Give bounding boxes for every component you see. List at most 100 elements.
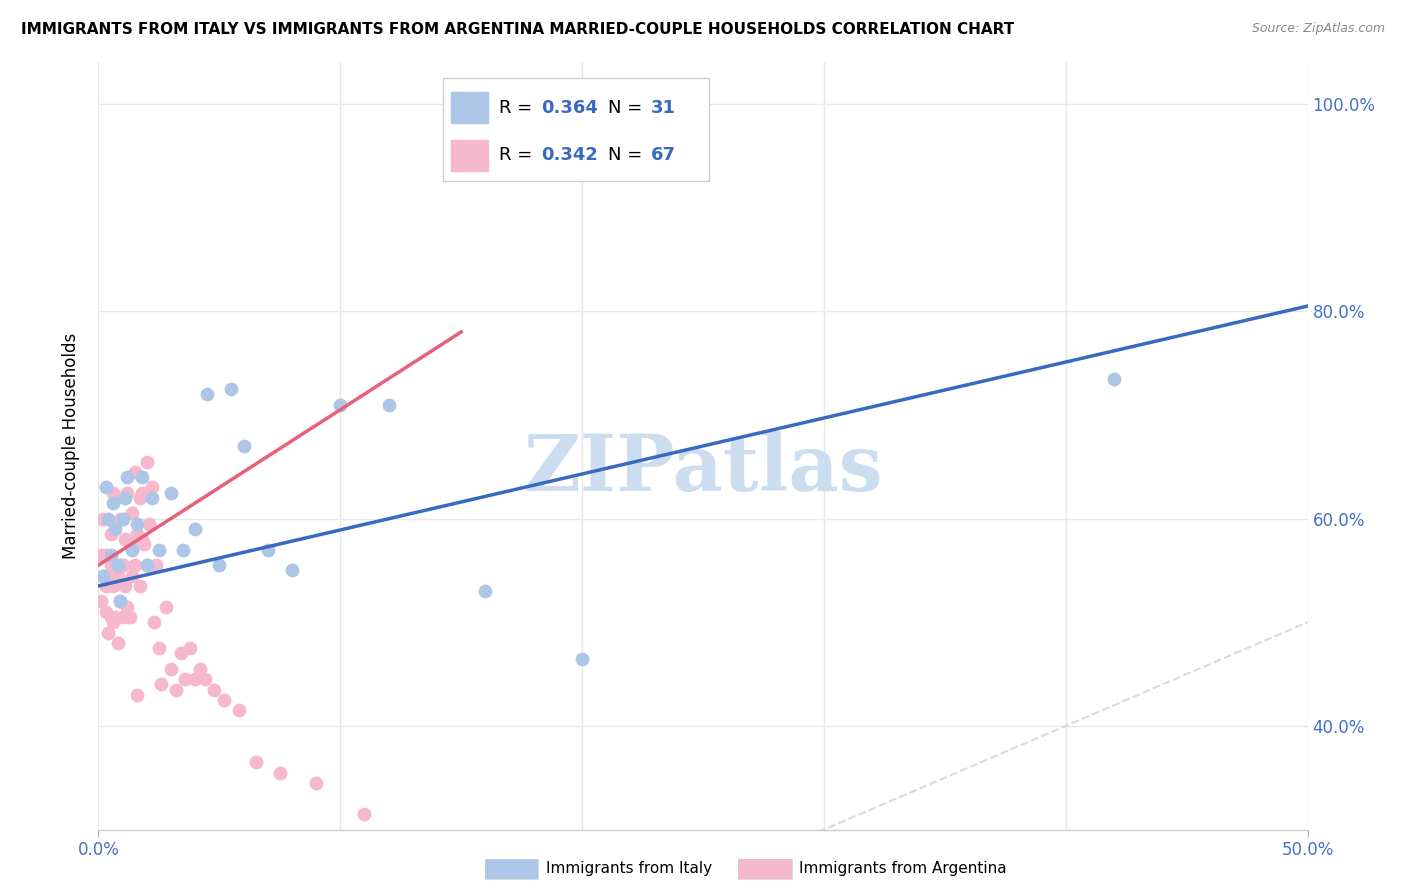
Point xyxy=(208,558,231,573)
Point xyxy=(117,599,139,614)
Point xyxy=(212,693,235,707)
Point xyxy=(179,641,201,656)
Point xyxy=(107,636,129,650)
Point xyxy=(101,615,124,630)
Point xyxy=(143,615,166,630)
Point xyxy=(91,511,114,525)
Point xyxy=(188,662,211,676)
Point xyxy=(90,548,112,562)
Text: IMMIGRANTS FROM ITALY VS IMMIGRANTS FROM ARGENTINA MARRIED-COUPLE HOUSEHOLDS COR: IMMIGRANTS FROM ITALY VS IMMIGRANTS FROM… xyxy=(21,22,1014,37)
Point xyxy=(184,522,207,536)
Point xyxy=(104,491,127,505)
Point xyxy=(100,527,122,541)
Point xyxy=(134,537,156,551)
Point xyxy=(160,662,183,676)
Text: Source: ZipAtlas.com: Source: ZipAtlas.com xyxy=(1251,22,1385,36)
Point xyxy=(124,465,146,479)
Point xyxy=(121,507,143,521)
Point xyxy=(117,470,139,484)
Point xyxy=(94,605,117,619)
Point xyxy=(131,470,153,484)
Point xyxy=(101,579,124,593)
Point xyxy=(228,703,250,717)
Point xyxy=(94,548,117,562)
Point xyxy=(141,491,163,505)
Point xyxy=(195,387,218,401)
Point xyxy=(108,511,131,525)
Point xyxy=(108,594,131,608)
Point xyxy=(107,558,129,573)
Point xyxy=(148,542,170,557)
Point xyxy=(97,625,120,640)
Point xyxy=(111,511,134,525)
Point xyxy=(184,672,207,686)
Point xyxy=(97,568,120,582)
Point xyxy=(108,594,131,608)
Point xyxy=(174,672,197,686)
Point xyxy=(111,558,134,573)
Point xyxy=(114,533,136,547)
Point xyxy=(101,485,124,500)
Point xyxy=(94,579,117,593)
Point xyxy=(127,688,149,702)
Point xyxy=(117,485,139,500)
Point xyxy=(91,568,114,582)
Point xyxy=(101,496,124,510)
Point xyxy=(221,382,243,396)
Point xyxy=(131,485,153,500)
Point xyxy=(135,454,157,468)
Point xyxy=(107,568,129,582)
Point xyxy=(245,755,267,769)
Point xyxy=(121,542,143,557)
Point xyxy=(104,568,127,582)
Point xyxy=(90,594,112,608)
Point xyxy=(281,563,304,577)
Point xyxy=(377,398,399,412)
Point xyxy=(124,558,146,573)
Point xyxy=(128,579,150,593)
Point xyxy=(150,677,173,691)
Point xyxy=(353,807,375,822)
Point xyxy=(1102,371,1125,385)
Point xyxy=(128,491,150,505)
Point xyxy=(104,522,127,536)
Text: Immigrants from Italy: Immigrants from Italy xyxy=(546,862,711,876)
Point xyxy=(114,491,136,505)
Point xyxy=(256,542,278,557)
Point xyxy=(127,516,149,531)
Point xyxy=(131,533,153,547)
Point xyxy=(94,480,117,494)
Point xyxy=(169,646,191,660)
Point xyxy=(305,776,328,790)
Point xyxy=(118,610,141,624)
Point xyxy=(474,584,496,599)
Point xyxy=(104,610,127,624)
Text: ZIPatlas: ZIPatlas xyxy=(523,431,883,507)
Point xyxy=(118,537,141,551)
Point xyxy=(160,485,183,500)
Point xyxy=(111,610,134,624)
Point xyxy=(138,516,160,531)
Text: Immigrants from Argentina: Immigrants from Argentina xyxy=(799,862,1007,876)
Point xyxy=(100,558,122,573)
Point xyxy=(100,610,122,624)
Point xyxy=(114,579,136,593)
Point xyxy=(141,480,163,494)
Point xyxy=(104,516,127,531)
Point xyxy=(145,558,167,573)
Point xyxy=(91,568,114,582)
Point xyxy=(329,398,352,412)
Point xyxy=(172,542,194,557)
Point xyxy=(571,651,593,665)
Point xyxy=(100,548,122,562)
Point xyxy=(135,558,157,573)
Point xyxy=(148,641,170,656)
Point xyxy=(155,599,177,614)
Point xyxy=(194,672,217,686)
Point xyxy=(121,568,143,582)
Point xyxy=(204,682,226,697)
Y-axis label: Married-couple Households: Married-couple Households xyxy=(62,333,80,559)
Point xyxy=(232,439,254,453)
Point xyxy=(97,511,120,525)
Point xyxy=(108,558,131,573)
